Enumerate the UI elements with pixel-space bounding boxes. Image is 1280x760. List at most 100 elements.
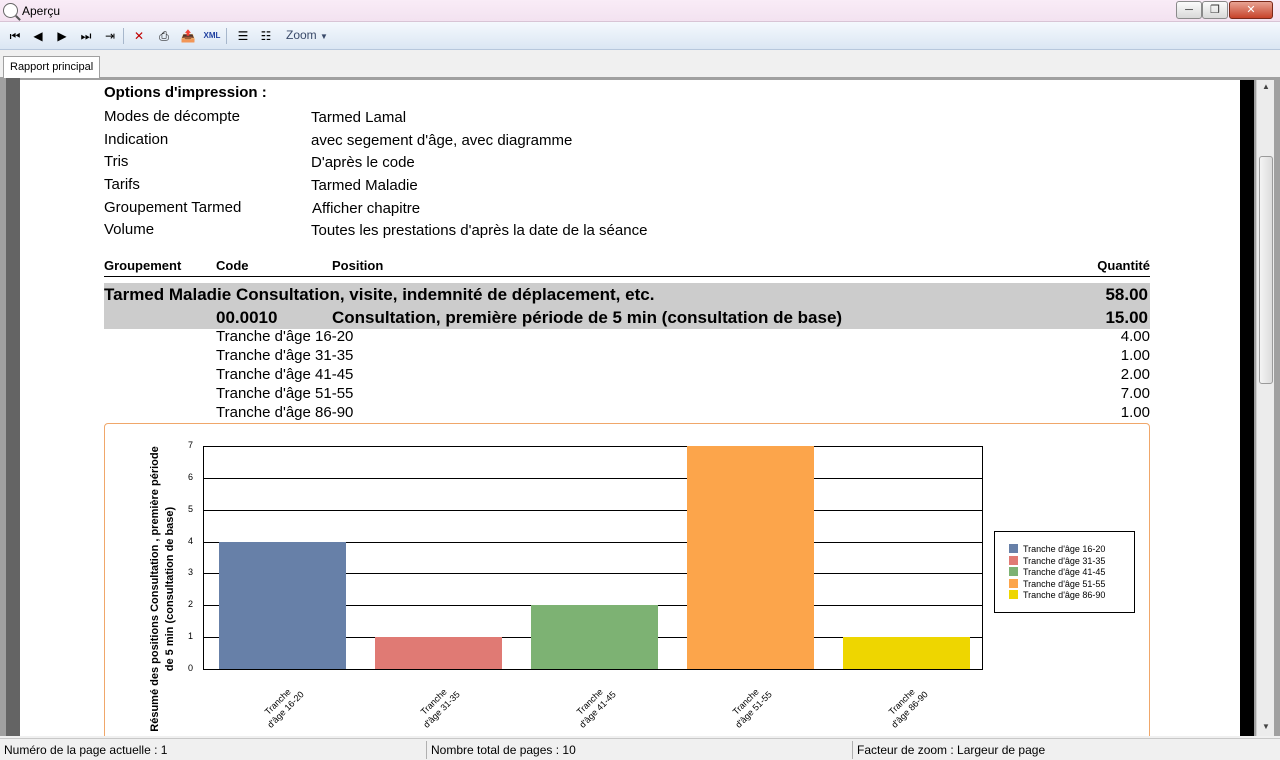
- close-window-button[interactable]: ✕: [1229, 1, 1273, 19]
- find-icon[interactable]: ☷: [260, 29, 272, 43]
- minimize-button[interactable]: ─: [1176, 1, 1202, 19]
- option-value: Afficher chapitre: [312, 200, 421, 217]
- y-tick-label: 7: [187, 440, 193, 450]
- chart-frame: [104, 423, 1150, 736]
- status-separator: [852, 741, 853, 759]
- status-current-page: Numéro de la page actuelle : 1: [4, 743, 168, 757]
- title-bar: Aperçu ─ ❐ ✕: [0, 0, 1280, 22]
- legend-label: Tranche d'âge 31-35: [1023, 556, 1106, 566]
- vertical-scrollbar[interactable]: ▲ ▼: [1256, 80, 1274, 736]
- chart-gridline: [203, 573, 983, 575]
- chart-bar: [374, 637, 502, 669]
- legend-item: Tranche d'âge 86-90: [1009, 590, 1105, 601]
- option-label: Indication: [104, 131, 169, 148]
- option-label: Tris: [104, 153, 129, 170]
- age-row-label: Tranche d'âge 51-55: [216, 385, 354, 402]
- y-tick-label: 3: [187, 567, 193, 578]
- tab-strip: Rapport principal: [0, 50, 1280, 78]
- xml-export-icon[interactable]: XML: [203, 31, 221, 40]
- export-icon[interactable]: 📤: [180, 29, 196, 43]
- toolbar-separator: [226, 28, 227, 44]
- legend-label: Tranche d'âge 51-55: [1023, 579, 1106, 589]
- chart-gridline: [203, 477, 983, 479]
- print-icon[interactable]: ⎙: [159, 29, 169, 43]
- y-tick-label: 5: [187, 503, 193, 514]
- first-page-icon[interactable]: ⏮: [9, 29, 21, 43]
- legend-swatch: [1009, 567, 1018, 576]
- option-label: Tarifs: [104, 176, 140, 193]
- zoom-dropdown[interactable]: Zoom ▼: [286, 28, 328, 42]
- age-row-label: Tranche d'âge 16-20: [216, 328, 354, 345]
- toolbar: ⏮ ◀ ▶ ⏭ ⇥ ✕ ⎙ 📤 XML ☰ ☷ Zoom ▼: [0, 22, 1280, 50]
- window-title: Aperçu: [22, 4, 61, 18]
- age-row-quantity: 2.00: [1120, 366, 1150, 383]
- chart-bar: [218, 541, 346, 669]
- legend-swatch: [1009, 590, 1018, 599]
- legend-swatch: [1009, 556, 1018, 565]
- last-page-icon[interactable]: ⏭: [80, 29, 92, 43]
- age-row-quantity: 1.00: [1120, 347, 1150, 364]
- y-tick-label: 6: [187, 471, 193, 482]
- tab-rapport-principal[interactable]: Rapport principal: [3, 56, 101, 78]
- option-value: Tarmed Lamal: [311, 109, 407, 126]
- code-row-quantity: 15.00: [1105, 308, 1148, 327]
- legend-label: Tranche d'âge 41-45: [1023, 567, 1106, 577]
- report-page: Options d'impression : Modes de décompte…: [20, 80, 1240, 736]
- option-value: D'après le code: [311, 154, 415, 171]
- y-tick-label: 0: [187, 663, 193, 673]
- column-header-quantity: Quantité: [1097, 258, 1150, 273]
- legend-item: Tranche d'âge 51-55: [1009, 579, 1105, 590]
- chart-bar: [686, 446, 814, 669]
- scroll-down-icon[interactable]: ▼: [1262, 722, 1270, 731]
- age-row-quantity: 4.00: [1120, 328, 1150, 345]
- scroll-up-icon[interactable]: ▲: [1262, 82, 1270, 91]
- page-shadow: [1240, 80, 1254, 736]
- chart-gridline: [203, 509, 983, 511]
- code-row-code: 00.0010: [216, 308, 278, 327]
- age-row-label: Tranche d'âge 41-45: [216, 366, 354, 383]
- option-value: Tarmed Maladie: [311, 177, 418, 194]
- y-tick-label: 1: [187, 631, 193, 642]
- chevron-down-icon: ▼: [320, 32, 328, 41]
- age-row-label: Tranche d'âge 86-90: [216, 404, 354, 421]
- legend-item: Tranche d'âge 31-35: [1009, 556, 1105, 567]
- code-row-position: Consultation, première période de 5 min …: [332, 308, 843, 327]
- age-row-label: Tranche d'âge 31-35: [216, 347, 354, 364]
- status-zoom-factor: Facteur de zoom : Largeur de page: [857, 743, 1046, 757]
- option-label: Modes de décompte: [104, 108, 240, 125]
- page-left-rail: [6, 78, 20, 736]
- chart-bar: [530, 605, 658, 669]
- group-row-text: Tarmed Maladie Consultation, visite, ind…: [104, 285, 655, 304]
- option-label: Volume: [104, 221, 155, 238]
- header-divider: [104, 276, 1150, 277]
- option-label: Groupement Tarmed: [104, 199, 242, 216]
- option-value: Toutes les prestations d'après la date d…: [311, 222, 648, 239]
- legend-label: Tranche d'âge 16-20: [1023, 544, 1106, 554]
- close-icon[interactable]: ✕: [133, 29, 145, 43]
- chart-y-axis-label: Résumé des positions Consultation , prem…: [149, 446, 176, 732]
- code-row: 00.0010 Consultation, première période d…: [104, 306, 1150, 329]
- legend-swatch: [1009, 579, 1018, 588]
- goto-page-icon[interactable]: ⇥: [104, 29, 116, 43]
- column-header-position: Position: [332, 258, 384, 273]
- chart-legend: Tranche d'âge 16-20 Tranche d'âge 31-35 …: [994, 531, 1135, 613]
- legend-item: Tranche d'âge 41-45: [1009, 567, 1105, 578]
- next-page-icon[interactable]: ▶: [57, 29, 67, 43]
- status-total-pages: Nombre total de pages : 10: [431, 743, 576, 757]
- status-bar: Numéro de la page actuelle : 1 Nombre to…: [0, 738, 1280, 760]
- options-title: Options d'impression :: [104, 84, 267, 101]
- restore-button[interactable]: ❐: [1202, 1, 1228, 19]
- y-tick-label: 4: [187, 535, 193, 546]
- scroll-thumb[interactable]: [1259, 156, 1273, 384]
- legend-item: Tranche d'âge 16-20: [1009, 544, 1105, 555]
- age-row-quantity: 1.00: [1120, 404, 1150, 421]
- column-header-code: Code: [216, 258, 249, 273]
- previous-page-icon[interactable]: ◀: [33, 29, 43, 43]
- column-header-group: Groupement: [104, 258, 182, 273]
- chart-gridline: [203, 541, 983, 543]
- legend-swatch: [1009, 544, 1018, 553]
- tree-icon[interactable]: ☰: [237, 29, 249, 43]
- plot-area: [203, 446, 983, 670]
- y-tick-label: 2: [187, 599, 193, 610]
- option-value: avec segement d'âge, avec diagramme: [311, 132, 573, 149]
